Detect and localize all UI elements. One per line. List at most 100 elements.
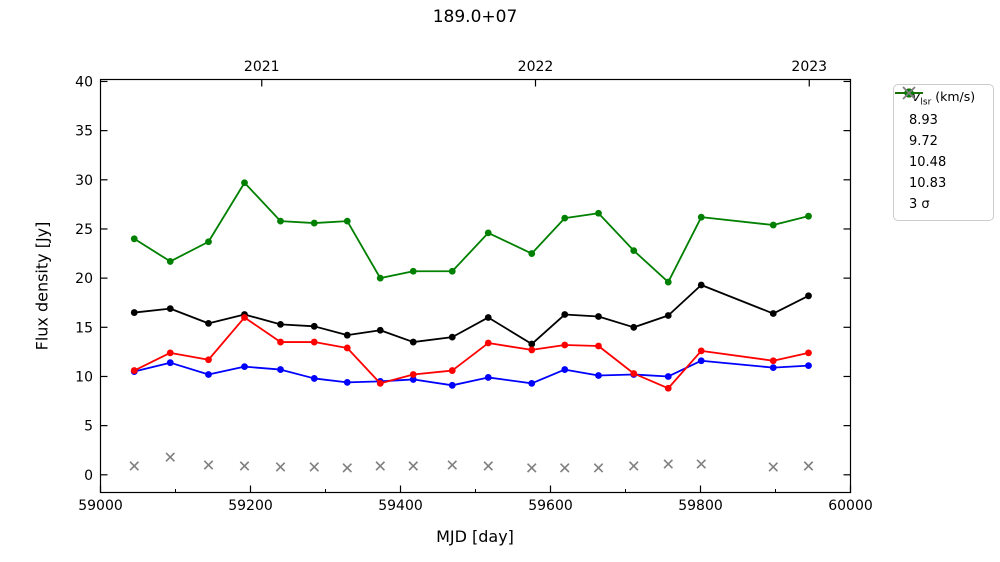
legend-title-unit: (km/s) — [931, 89, 976, 104]
data-point-marker — [376, 326, 384, 334]
data-point-marker — [448, 367, 456, 374]
data-point-marker — [241, 179, 248, 187]
data-point-marker — [561, 366, 569, 373]
legend-entry: 8.93 — [894, 88, 993, 131]
data-point-marker — [241, 314, 248, 321]
data-point-marker — [205, 319, 212, 327]
x-marker — [342, 463, 353, 473]
x-marker — [593, 463, 604, 473]
x-marker — [663, 459, 674, 469]
series-8.93 — [130, 281, 812, 348]
data-point-marker — [310, 375, 318, 382]
data-point-marker — [664, 373, 672, 380]
legend-title: Vlsr (km/s) — [894, 89, 993, 108]
series-9.72 — [130, 357, 812, 389]
data-point-marker — [205, 371, 212, 378]
series-line — [133, 316, 809, 390]
data-point-marker — [409, 376, 417, 383]
data-point-marker — [697, 357, 705, 365]
data-point-marker — [409, 267, 417, 275]
legend: Vlsr (km/s) 8.93 9.72 10.48 10.83 3 σ — [893, 84, 994, 221]
data-point-marker — [697, 213, 705, 221]
y-tick-label: 30 — [75, 173, 93, 189]
data-point-marker — [241, 363, 248, 371]
legend-entry-label: 9.72 — [909, 133, 938, 149]
legend-entry: 9.72 — [894, 88, 993, 152]
data-point-marker — [409, 371, 417, 378]
x-marker — [239, 461, 250, 471]
data-point-marker — [528, 379, 536, 387]
series-3 σ — [129, 452, 814, 473]
data-point-marker — [448, 333, 456, 341]
series-line — [133, 181, 809, 283]
top-axis-year-label: 2022 — [518, 59, 554, 75]
x-tick-label: 59200 — [228, 498, 273, 514]
chart-title: 189.0+07 — [432, 7, 518, 27]
x-marker — [275, 462, 286, 472]
y-tick-label: 0 — [84, 468, 93, 484]
plot-border — [99, 78, 852, 494]
x-tick-label: 59000 — [78, 498, 123, 514]
legend-entry-label: 3 σ — [909, 196, 930, 212]
data-point-marker — [697, 281, 705, 289]
data-point-marker — [630, 323, 638, 331]
data-point-marker — [769, 221, 777, 229]
data-point-marker — [484, 229, 492, 237]
y-tick-label: 15 — [75, 320, 93, 336]
data-point-marker — [166, 359, 174, 367]
data-point-marker — [376, 379, 384, 387]
x-axis-label: MJD [day] — [436, 527, 514, 546]
legend-entry: 10.83 — [894, 88, 993, 194]
y-tick-label: 10 — [75, 369, 93, 385]
x-tick-label: 59600 — [528, 498, 573, 514]
top-axis-year-label: 2021 — [244, 59, 280, 75]
data-point-marker — [343, 331, 351, 339]
legend-entry: 3 σ — [894, 86, 993, 215]
data-point-marker — [166, 349, 174, 357]
x-tick-label: 59800 — [678, 498, 723, 514]
data-point-marker — [484, 374, 492, 381]
x-marker — [447, 460, 458, 470]
x-marker — [129, 461, 140, 471]
data-point-marker — [561, 311, 569, 318]
series-10.48 — [130, 314, 812, 392]
data-point-marker — [343, 217, 351, 225]
data-point-marker — [277, 338, 284, 346]
x-marker — [696, 459, 707, 469]
data-point-marker — [343, 344, 351, 352]
data-point-marker — [130, 309, 138, 316]
data-point-marker — [769, 310, 777, 317]
y-tick-label: 40 — [75, 74, 93, 90]
data-point-marker — [805, 362, 812, 370]
legend-entry-label: 10.48 — [909, 154, 947, 170]
data-point-marker — [595, 372, 602, 379]
data-point-marker — [664, 278, 672, 286]
data-point-marker — [277, 217, 284, 225]
data-point-marker — [484, 314, 492, 321]
data-point-marker — [205, 356, 212, 364]
data-point-marker — [561, 341, 569, 349]
x-marker — [526, 463, 537, 473]
x-marker — [165, 452, 176, 462]
x-marker — [408, 461, 419, 471]
x-marker — [203, 460, 214, 470]
data-point-marker — [310, 219, 318, 227]
data-point-marker — [697, 347, 705, 355]
data-point-marker — [805, 292, 812, 300]
top-axis-year-label: 2023 — [791, 59, 827, 75]
data-point-marker — [343, 378, 351, 386]
legend-entry: 10.48 — [894, 88, 993, 173]
x-marker — [768, 462, 779, 472]
x-tick-label: 59400 — [378, 498, 423, 514]
data-point-marker — [805, 212, 812, 220]
y-tick-label: 20 — [75, 271, 93, 287]
data-point-marker — [166, 305, 174, 313]
data-point-marker — [664, 312, 672, 319]
series-10.83 — [130, 179, 812, 286]
data-point-marker — [448, 267, 456, 275]
legend-title-variable: V — [911, 89, 921, 104]
data-point-marker — [277, 366, 284, 373]
legend-title-subscript: lsr — [920, 97, 932, 108]
data-point-marker — [769, 357, 777, 365]
